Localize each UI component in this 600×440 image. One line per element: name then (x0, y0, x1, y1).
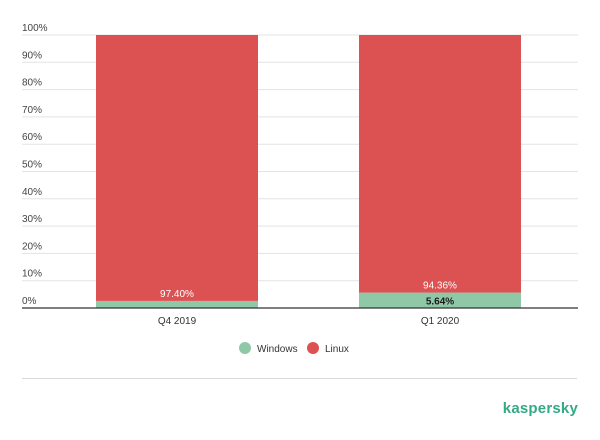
legend-swatch-linux (307, 342, 319, 354)
data-label-linux-0: 97.40% (160, 289, 194, 300)
y-tick-label: 90% (22, 50, 42, 61)
y-tick-label: 80% (22, 78, 42, 89)
y-tick-label: 50% (22, 160, 42, 171)
bar-linux-1 (359, 35, 521, 293)
bar-linux-0 (96, 35, 258, 301)
data-label-linux-1: 94.36% (423, 281, 457, 292)
bars (96, 35, 521, 308)
y-tick-label: 0% (22, 296, 37, 307)
bar-windows-1 (359, 292, 521, 308)
x-axis-ticks: Q4 2019 Q1 2020 (158, 316, 460, 327)
y-tick-label: 100% (22, 23, 48, 34)
legend-label-windows: Windows (257, 344, 298, 355)
legend: Windows Linux (239, 342, 349, 355)
footer-divider (22, 378, 577, 379)
data-labels: 97.40% 5.64% 94.36% (160, 281, 457, 308)
y-tick-label: 60% (22, 132, 42, 143)
y-axis-ticks: 0% 10% 20% 30% 40% 50% 60% 70% 80% 90% 100% (22, 23, 48, 307)
y-tick-label: 10% (22, 269, 42, 280)
y-tick-label: 20% (22, 241, 42, 252)
x-tick-label: Q4 2019 (158, 316, 197, 327)
legend-swatch-windows (239, 342, 251, 354)
x-tick-label: Q1 2020 (421, 316, 460, 327)
legend-label-linux: Linux (325, 344, 349, 355)
y-tick-label: 70% (22, 105, 42, 116)
y-tick-label: 40% (22, 187, 42, 198)
brand-logo: kaspersky (502, 400, 578, 417)
bar-windows-0 (96, 300, 258, 308)
data-label-windows-1: 5.64% (426, 296, 454, 307)
y-tick-label: 30% (22, 214, 42, 225)
